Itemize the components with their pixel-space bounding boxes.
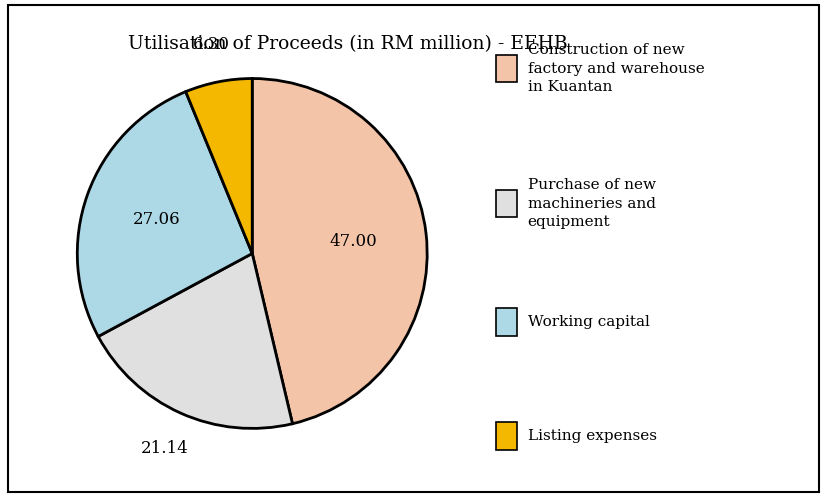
Bar	[496, 308, 517, 336]
Text: Working capital: Working capital	[528, 315, 649, 329]
Wedge shape	[186, 79, 252, 253]
Text: 27.06: 27.06	[133, 211, 180, 228]
Text: 47.00: 47.00	[329, 233, 377, 250]
Text: Utilisation of Proceeds (in RM million) - EEHB: Utilisation of Proceeds (in RM million) …	[127, 35, 567, 53]
Bar	[496, 190, 517, 218]
Wedge shape	[98, 253, 293, 428]
Bar	[496, 55, 517, 83]
Text: 21.14: 21.14	[141, 440, 189, 457]
Text: 6.30: 6.30	[193, 36, 229, 53]
Text: Listing expenses: Listing expenses	[528, 429, 657, 443]
Wedge shape	[77, 91, 252, 336]
Wedge shape	[252, 79, 428, 424]
Text: Purchase of new
machineries and
equipment: Purchase of new machineries and equipmen…	[528, 178, 656, 229]
Text: Construction of new
factory and warehouse
in Kuantan: Construction of new factory and warehous…	[528, 43, 705, 94]
Bar	[496, 422, 517, 450]
